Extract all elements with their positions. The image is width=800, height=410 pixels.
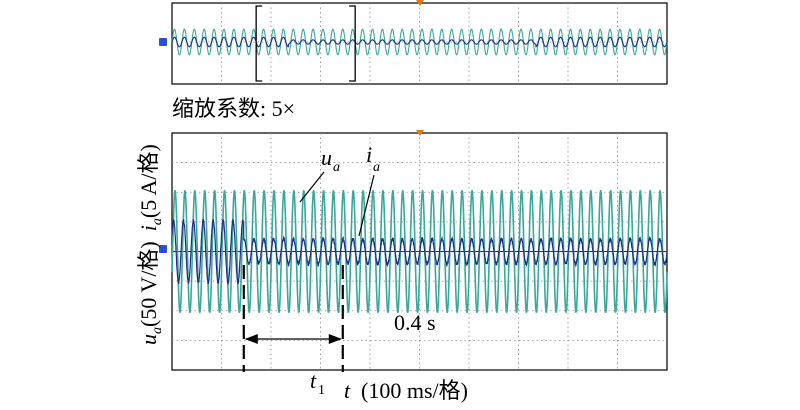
overview-traces — [171, 28, 668, 56]
t1-label-symbol: t — [310, 368, 317, 393]
u-label-subscript: a — [333, 160, 340, 175]
main-traces — [171, 189, 668, 314]
interval-arrow-right — [328, 334, 342, 344]
u-label-leader — [299, 171, 325, 203]
zoom-bracket-right — [349, 5, 356, 82]
overview-panel — [159, 0, 668, 85]
y-axis-label: ua(50 V/格)ia(5 A/格) — [136, 144, 165, 345]
main-series-i — [171, 218, 668, 286]
main-panel: u a i a 0.4 s t 1 — [159, 130, 668, 398]
t1-label-subscript: 1 — [318, 383, 325, 398]
interval-markers — [242, 265, 344, 372]
y-i-subscript: a — [150, 218, 165, 225]
i-label-subscript: a — [373, 160, 380, 175]
ground-marker-overview — [159, 38, 167, 46]
overview-series-i — [171, 36, 668, 48]
y-i-unit: (5 A/格) — [136, 144, 161, 218]
zoom-window-bracket — [255, 5, 356, 82]
svg-text:ua(50 V/格)ia(5 A/格): ua(50 V/格)ia(5 A/格) — [136, 144, 165, 345]
y-u-subscript: a — [150, 327, 165, 334]
zoom-bracket-left — [255, 5, 263, 82]
y-i-symbol: i — [136, 225, 161, 231]
ground-marker-main — [159, 245, 167, 253]
trigger-marker-top — [416, 0, 424, 6]
y-u-symbol: u — [136, 334, 161, 345]
i-label-leader — [358, 174, 375, 237]
interval-label: 0.4 s — [394, 310, 436, 335]
interval-arrow-left — [244, 334, 258, 344]
zoom-factor-label: 缩放系数: 5× — [172, 96, 295, 121]
x-axis-symbol: t — [344, 378, 351, 403]
i-label-symbol: i — [366, 142, 372, 167]
x-axis-unit: (100 ms/格) — [361, 378, 468, 403]
x-axis-label: t (100 ms/格) — [344, 378, 468, 403]
i-series-label: i a — [366, 142, 380, 175]
trigger-marker-main — [416, 130, 424, 136]
u-series-label: u a — [321, 145, 340, 175]
u-label-symbol: u — [321, 145, 332, 170]
y-u-unit: (50 V/格) — [136, 241, 161, 327]
t1-label: t 1 — [310, 368, 325, 398]
main-series-u — [171, 189, 668, 314]
